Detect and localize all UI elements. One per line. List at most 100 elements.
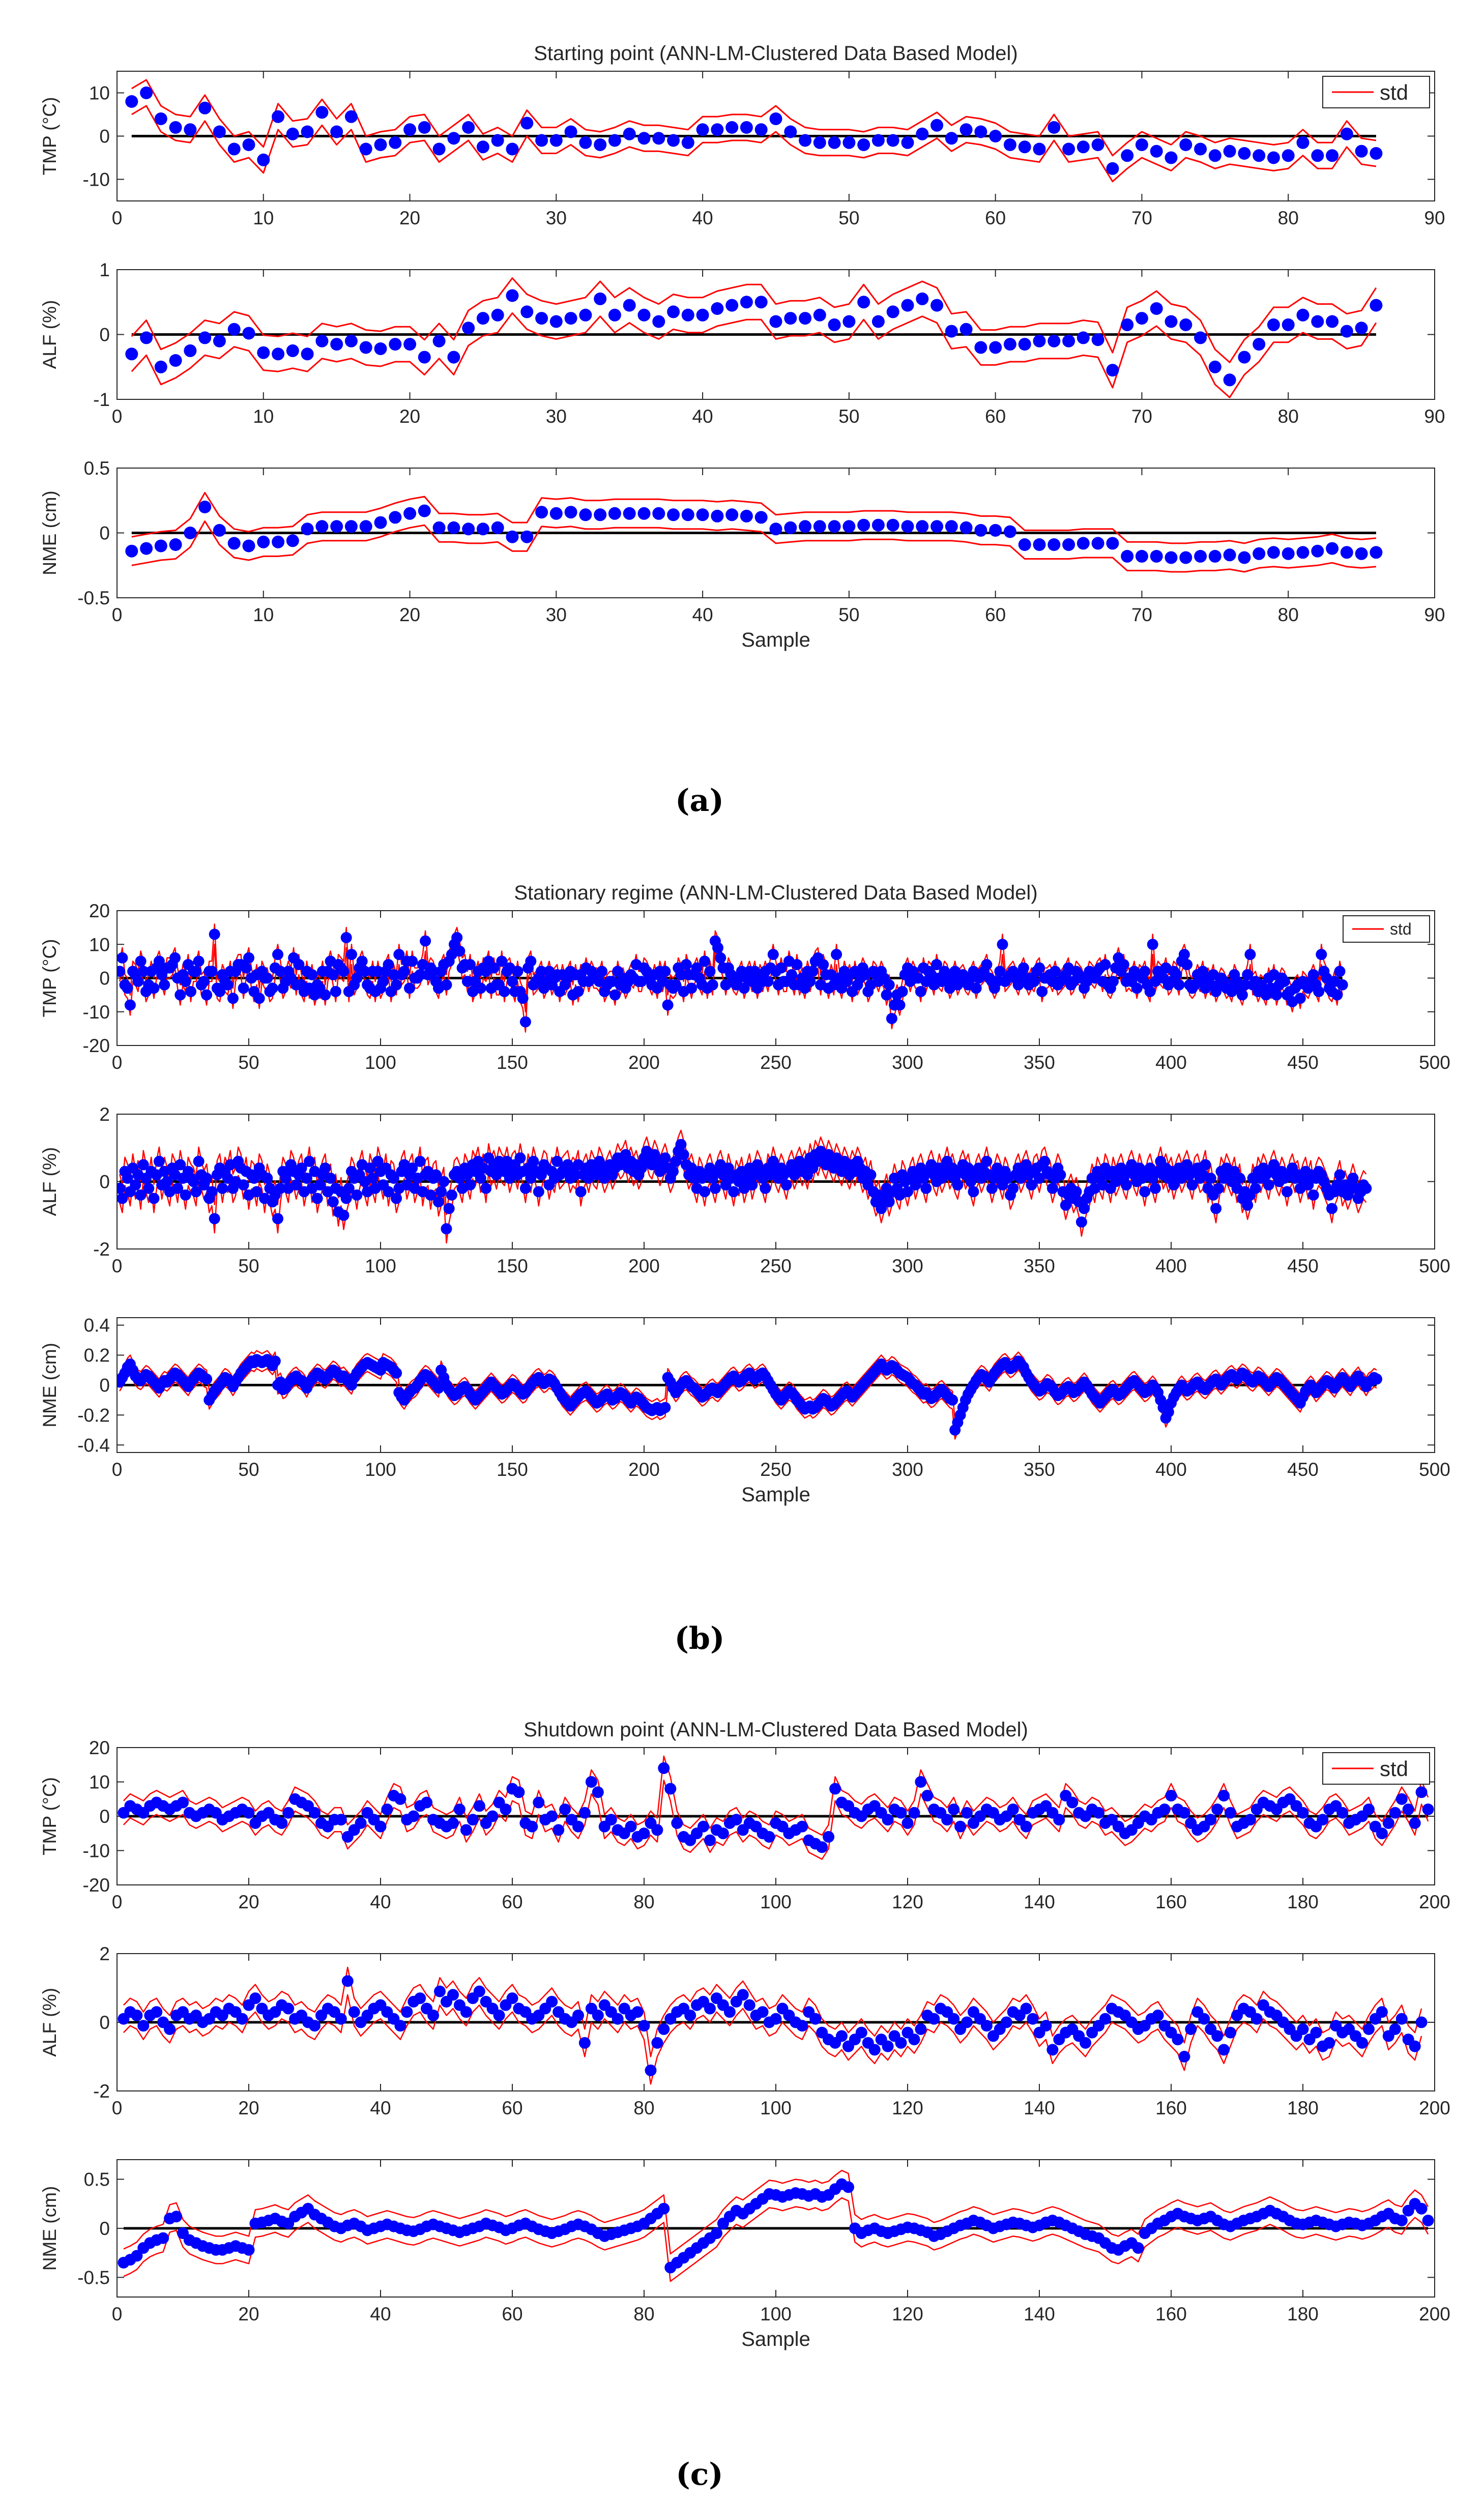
data-point: [1021, 1159, 1032, 1171]
y-tick-label: -0.4: [77, 1435, 110, 1456]
data-point: [1223, 373, 1236, 387]
data-point: [157, 2232, 169, 2244]
data-point: [1135, 312, 1148, 325]
data-point: [1282, 318, 1295, 331]
data-point: [1326, 315, 1339, 328]
data-point: [1139, 966, 1151, 977]
data-point: [570, 1169, 581, 1181]
x-tick-label: 140: [1024, 2304, 1055, 2324]
x-tick-label: 80: [633, 1892, 654, 1912]
data-point: [645, 2065, 657, 2076]
y-axis-label: TMP (°C): [39, 97, 60, 176]
x-tick-label: 0: [112, 208, 123, 228]
data-point: [1040, 2020, 1052, 2032]
data-point: [276, 1817, 288, 1829]
data-point: [355, 1817, 367, 1829]
x-tick-label: 60: [985, 604, 1006, 625]
data-point: [876, 1203, 887, 1214]
data-point: [1076, 537, 1090, 550]
data-point: [1249, 1182, 1261, 1194]
data-point: [1079, 1203, 1090, 1214]
data-point: [367, 1172, 379, 1184]
data-point: [1356, 2037, 1368, 2049]
data-point: [767, 949, 779, 961]
data-point: [920, 1182, 932, 1194]
data-point: [637, 507, 651, 520]
data-point: [1106, 537, 1119, 550]
data-point: [1178, 2051, 1190, 2062]
data-point: [344, 334, 358, 347]
x-tick-label: 100: [365, 1256, 396, 1276]
data-point: [282, 1807, 295, 1819]
x-tick-label: 200: [628, 1256, 660, 1276]
x-tick-label: 50: [838, 604, 859, 625]
data-point: [717, 1827, 729, 1840]
data-point: [140, 331, 153, 344]
x-tick-label: 0: [112, 1256, 123, 1276]
y-tick-label: 20: [89, 1737, 110, 1758]
data-point: [1395, 1793, 1408, 1805]
data-point: [473, 1800, 485, 1812]
y-tick-label: 10: [89, 1772, 110, 1793]
data-point: [491, 134, 504, 147]
data-point: [476, 312, 489, 325]
data-point: [564, 506, 577, 519]
x-tick-label: 20: [399, 604, 420, 625]
data-point: [1062, 334, 1075, 347]
data-point: [1120, 1179, 1132, 1191]
data-point: [148, 1193, 160, 1204]
data-point: [816, 1841, 828, 1853]
data-point: [1267, 318, 1280, 331]
data-point: [201, 1172, 213, 1184]
x-tick-label: 120: [892, 1892, 923, 1912]
data-point: [1133, 1162, 1145, 1174]
data-point: [1296, 136, 1310, 149]
data-point: [1296, 546, 1310, 559]
data-point: [921, 1790, 934, 1801]
data-point: [140, 542, 153, 555]
data-point: [1316, 949, 1327, 961]
data-point: [871, 315, 885, 328]
y-tick-label: 0: [99, 1172, 110, 1193]
data-point: [275, 966, 286, 977]
data-point: [1178, 949, 1190, 961]
data-point: [696, 508, 709, 521]
data-point: [374, 516, 387, 529]
std-lower-line: [131, 105, 1377, 183]
data-point: [1297, 1807, 1309, 1819]
data-point: [1150, 144, 1163, 158]
data-point: [314, 1179, 326, 1191]
data-point: [696, 123, 709, 136]
y-axis-label: NME (cm): [39, 2186, 60, 2271]
y-tick-label: -20: [83, 1035, 110, 1056]
data-point: [338, 1209, 350, 1221]
x-tick-label: 30: [546, 604, 567, 625]
x-tick-label: 50: [238, 1052, 259, 1073]
data-point: [902, 1186, 913, 1198]
data-point: [315, 334, 329, 347]
std-lower-line: [119, 1368, 1377, 1440]
data-point: [418, 121, 431, 134]
data-point: [1267, 151, 1280, 164]
data-point: [526, 1820, 538, 1833]
y-tick-label: 0: [99, 523, 110, 544]
y-axis-label: ALF (%): [39, 1988, 60, 2057]
data-point: [1223, 548, 1236, 562]
data-point: [704, 966, 716, 977]
x-tick-label: 0: [112, 2304, 123, 2324]
data-point: [1210, 1203, 1222, 1214]
x-tick-label: 200: [1419, 2098, 1450, 2118]
data-point: [704, 2002, 716, 2015]
data-point: [242, 138, 255, 151]
data-point: [374, 342, 387, 355]
data-point: [275, 1182, 286, 1194]
data-point: [883, 1196, 895, 1208]
data-point: [1326, 149, 1339, 162]
data-point: [1091, 138, 1104, 151]
data-point: [359, 520, 372, 533]
data-point: [286, 127, 299, 140]
data-point: [1165, 1790, 1177, 1801]
data-point: [1046, 1182, 1058, 1194]
data-point: [506, 530, 519, 543]
